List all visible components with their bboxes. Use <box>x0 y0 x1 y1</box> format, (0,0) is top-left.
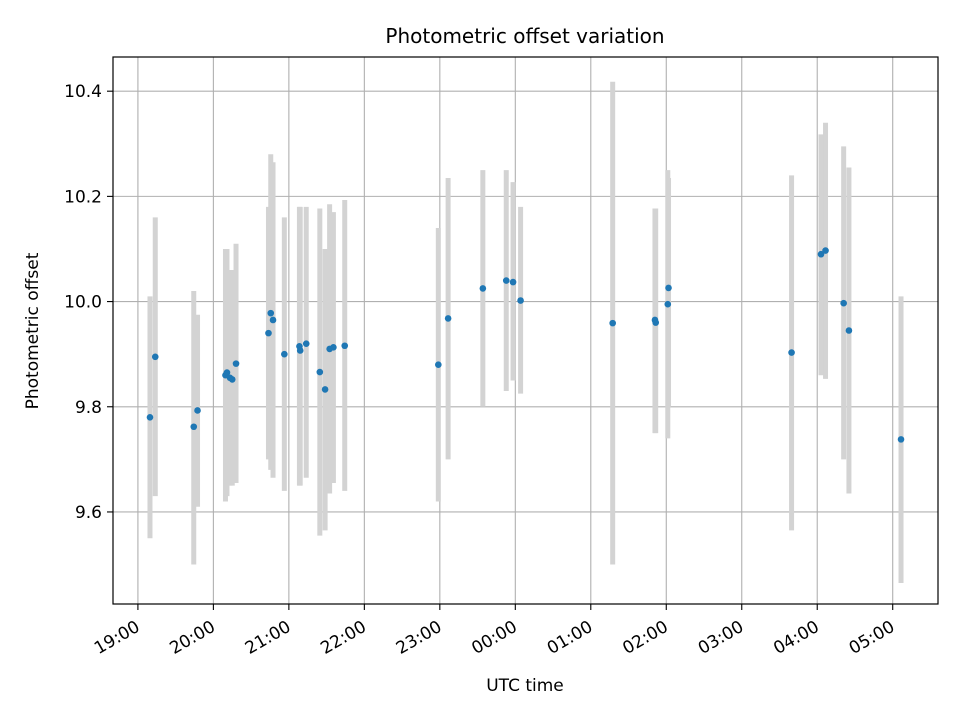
y-tick-label: 9.6 <box>75 503 102 523</box>
x-axis-label: UTC time <box>486 676 564 696</box>
y-axis-label: Photometric offset <box>23 252 43 409</box>
data-point <box>502 277 510 284</box>
y-axis-ticks: 9.6 9.8 10.0 10.2 10.4 <box>64 82 113 523</box>
data-point <box>788 349 795 356</box>
data-point <box>330 344 337 351</box>
data-point <box>435 361 442 368</box>
data-point <box>302 340 310 347</box>
data-point <box>479 285 487 292</box>
data-point <box>897 436 905 443</box>
data-point <box>652 319 660 326</box>
data-point <box>509 278 517 286</box>
data-point <box>517 297 524 304</box>
data-point <box>321 386 329 393</box>
data-point <box>840 299 847 307</box>
data-points <box>146 247 905 443</box>
chart-title: Photometric offset variation <box>385 24 664 48</box>
data-point <box>822 247 829 254</box>
data-point <box>190 423 198 431</box>
data-point <box>296 347 304 354</box>
plot-area-frame <box>112 56 939 605</box>
data-point <box>665 284 672 292</box>
data-point <box>316 368 324 376</box>
data-point <box>146 413 154 421</box>
data-point <box>223 369 231 376</box>
data-point <box>232 360 240 367</box>
data-point <box>664 300 672 308</box>
data-point <box>151 353 159 361</box>
data-point <box>609 319 616 327</box>
data-point <box>817 250 825 258</box>
data-point <box>341 342 349 350</box>
data-point <box>267 309 275 317</box>
data-point <box>265 329 272 337</box>
data-point <box>269 316 277 324</box>
data-point <box>281 350 288 358</box>
y-tick-label: 10.2 <box>64 187 102 207</box>
data-point <box>444 315 452 322</box>
y-tick-label: 9.8 <box>75 398 102 418</box>
data-point <box>194 407 201 414</box>
data-point <box>845 327 853 334</box>
data-point <box>228 376 236 383</box>
y-tick-label: 10.0 <box>64 293 102 313</box>
y-tick-label: 10.4 <box>64 82 102 102</box>
